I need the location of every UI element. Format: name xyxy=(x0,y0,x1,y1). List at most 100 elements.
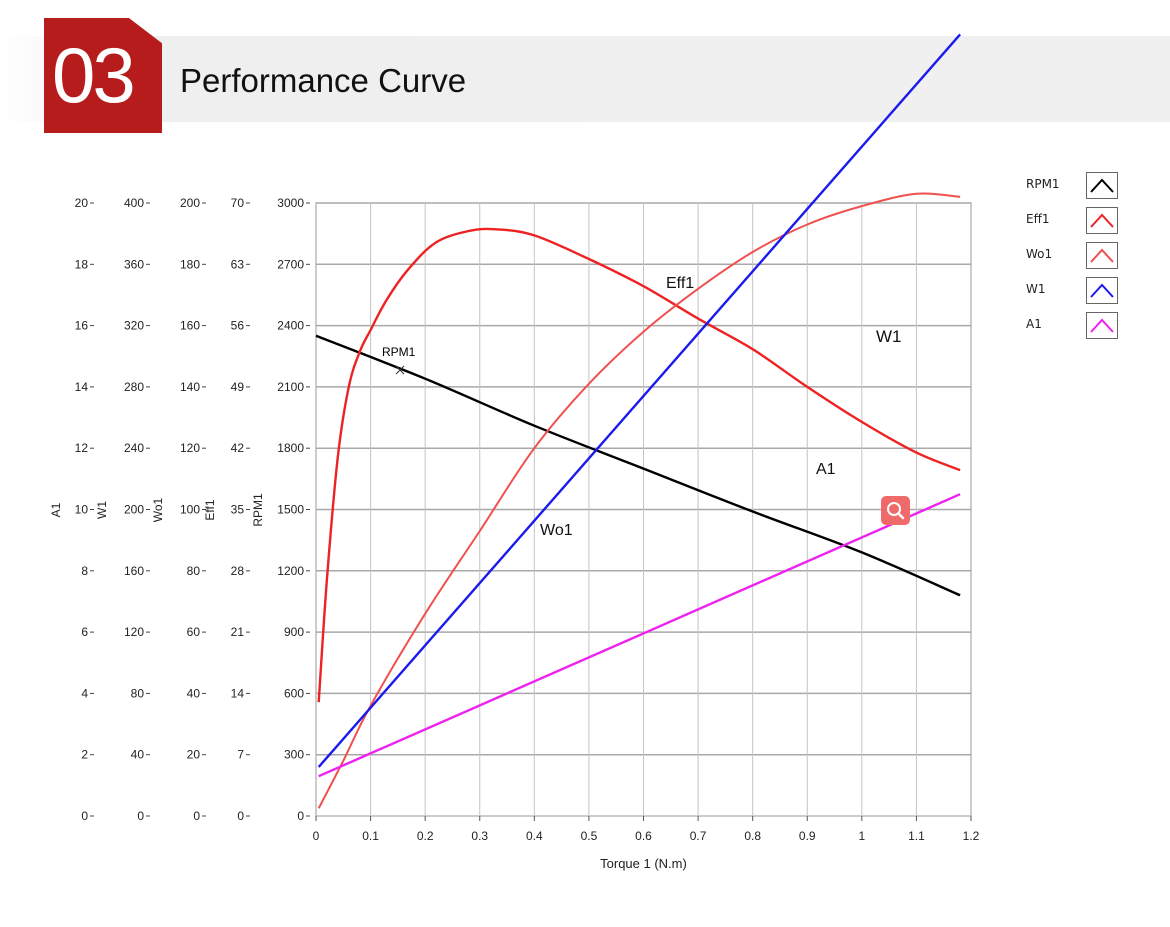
x-tick-label: 0.6 xyxy=(635,829,652,843)
y-tick-label: 20 xyxy=(187,748,201,762)
y-tick-label: 3000 xyxy=(277,196,304,210)
y-tick-label: 120 xyxy=(180,441,200,455)
y-tick-label: 140 xyxy=(180,380,200,394)
annotation-wo1: Wo1 xyxy=(540,522,573,539)
y-tick-label: 2100 xyxy=(277,380,304,394)
x-tick-label: 0.7 xyxy=(690,829,707,843)
y-tick-label: 7 xyxy=(237,748,244,762)
y-tick-label: 900 xyxy=(284,625,304,639)
legend-swatch-icon xyxy=(1086,207,1118,234)
section-number: 03 xyxy=(52,31,136,119)
series-line-rpm1 xyxy=(315,334,961,597)
x-tick-label: 1.1 xyxy=(908,829,925,843)
page-title: Performance Curve xyxy=(180,62,467,99)
y-tick-label: 63 xyxy=(231,257,245,271)
y-tick-label: 360 xyxy=(124,257,144,271)
series-line-wo1 xyxy=(317,192,961,809)
y-tick-label: 600 xyxy=(284,686,304,700)
y-tick-label: 49 xyxy=(231,380,245,394)
y-tick-label: 320 xyxy=(124,319,144,333)
y-tick-label: 80 xyxy=(187,564,201,578)
legend-swatch-icon xyxy=(1086,277,1118,304)
x-tick-label: 0.5 xyxy=(581,829,598,843)
y-tick-label: 160 xyxy=(124,564,144,578)
series-line-a1 xyxy=(318,493,961,778)
y-tick-label: 14 xyxy=(231,686,245,700)
x-tick-label: 0.1 xyxy=(362,829,379,843)
annotation-a1: A1 xyxy=(816,461,836,478)
y-tick-label: 160 xyxy=(180,319,200,333)
y-tick-label: 60 xyxy=(187,625,201,639)
chart-annotations: RPM1 Eff1 W1 Wo1 A1 xyxy=(382,275,902,539)
zoom-button[interactable] xyxy=(881,496,910,525)
x-tick-label: 0.3 xyxy=(471,829,488,843)
y-tick-label: 200 xyxy=(124,503,144,517)
header-band xyxy=(0,36,1170,122)
legend-item-eff1[interactable]: Eff1 xyxy=(1022,207,1132,242)
legend-item-a1[interactable]: A1 xyxy=(1022,312,1132,347)
legend-item-wo1[interactable]: Wo1 xyxy=(1022,242,1132,277)
legend-label: Wo1 xyxy=(1026,247,1053,261)
legend-swatch-icon xyxy=(1086,242,1118,269)
legend-item-w1[interactable]: W1 xyxy=(1022,277,1132,312)
zoom-icon xyxy=(887,502,905,520)
legend-label: Eff1 xyxy=(1026,212,1050,226)
y-tick-label: 2400 xyxy=(277,319,304,333)
x-tick-label: 0 xyxy=(313,829,320,843)
legend-swatch-icon xyxy=(1086,172,1118,199)
y-tick-label: 1200 xyxy=(277,564,304,578)
chart-series xyxy=(315,33,962,809)
y-tick-label: 180 xyxy=(180,257,200,271)
x-tick-label: 1 xyxy=(858,829,865,843)
y-tick-label: 200 xyxy=(180,196,200,210)
y-tick-label: 70 xyxy=(231,196,245,210)
x-tick-label: 0.4 xyxy=(526,829,543,843)
y-tick-label: 10 xyxy=(75,503,89,517)
y-tick-label: 2 xyxy=(81,748,88,762)
y-axis-label: W1 xyxy=(95,501,109,519)
y-tick-label: 120 xyxy=(124,625,144,639)
y-axis-label: RPM1 xyxy=(251,493,265,527)
y-axis-label: A1 xyxy=(49,502,63,517)
y-axis-label: Eff1 xyxy=(203,499,217,520)
y-tick-label: 0 xyxy=(81,809,88,823)
y-tick-label: 0 xyxy=(297,809,304,823)
y-tick-label: 0 xyxy=(137,809,144,823)
y-tick-label: 28 xyxy=(231,564,245,578)
y-tick-label: 4 xyxy=(81,686,88,700)
series-line-eff1 xyxy=(317,227,961,703)
y-tick-label: 40 xyxy=(131,748,145,762)
y-tick-label: 42 xyxy=(231,441,245,455)
y-tick-label: 1800 xyxy=(277,441,304,455)
y-tick-label: 35 xyxy=(231,503,245,517)
y-tick-label: 40 xyxy=(187,686,201,700)
y-tick-label: 18 xyxy=(75,257,89,271)
chart-axes: 0 0.1 0.2 0.3 0.4 0.5 0.6 0.7 0.8 0.9 1 1.1 1.2 Torqu… xyxy=(49,196,980,871)
y-tick-label: 21 xyxy=(231,625,245,639)
series-line-w1 xyxy=(317,33,962,768)
chart-grid xyxy=(315,202,972,817)
x-tick-label: 0.9 xyxy=(799,829,816,843)
legend-swatch-icon xyxy=(1086,312,1118,339)
legend-label: W1 xyxy=(1026,282,1046,296)
y-tick-label: 80 xyxy=(131,686,145,700)
y-tick-label: 12 xyxy=(75,441,89,455)
y-tick-label: 20 xyxy=(75,196,89,210)
y-tick-label: 300 xyxy=(284,748,304,762)
y-tick-label: 1500 xyxy=(277,503,304,517)
chart-legend: RPM1 Eff1 Wo1 W1 A1 xyxy=(1022,172,1132,347)
y-tick-label: 280 xyxy=(124,380,144,394)
y-tick-label: 14 xyxy=(75,380,89,394)
y-tick-label: 6 xyxy=(81,625,88,639)
annotation-eff1: Eff1 xyxy=(666,275,694,292)
annotation-w1: W1 xyxy=(876,327,902,346)
legend-item-rpm1[interactable]: RPM1 xyxy=(1022,172,1132,207)
x-tick-label: 0.2 xyxy=(417,829,434,843)
y-tick-label: 2700 xyxy=(277,257,304,271)
x-axis-label: Torque 1 (N.m) xyxy=(600,856,687,871)
y-tick-label: 16 xyxy=(75,319,89,333)
y-tick-label: 8 xyxy=(81,564,88,578)
x-tick-label: 0.8 xyxy=(744,829,761,843)
y-tick-label: 0 xyxy=(193,809,200,823)
